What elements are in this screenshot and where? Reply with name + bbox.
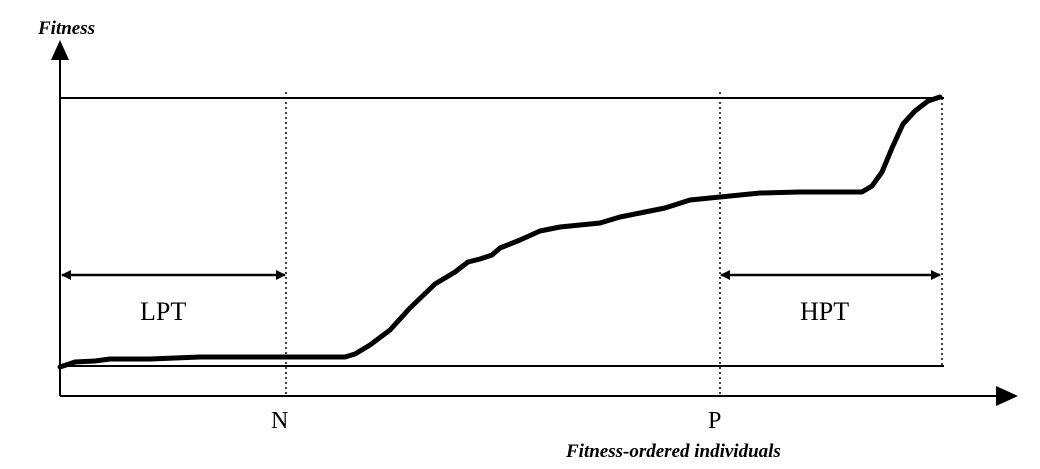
y-axis-label: Fitness xyxy=(37,18,95,39)
x-axis-arrowhead xyxy=(996,386,1018,406)
x-axis-label: Fitness-ordered individuals xyxy=(565,441,781,462)
fitness-curve xyxy=(57,94,943,370)
p-marker-label: P xyxy=(708,408,721,434)
lpt-label: LPT xyxy=(140,297,186,326)
hpt-label: HPT xyxy=(800,297,849,326)
y-axis-arrowhead xyxy=(51,40,69,60)
n-marker-label: N xyxy=(271,408,288,434)
